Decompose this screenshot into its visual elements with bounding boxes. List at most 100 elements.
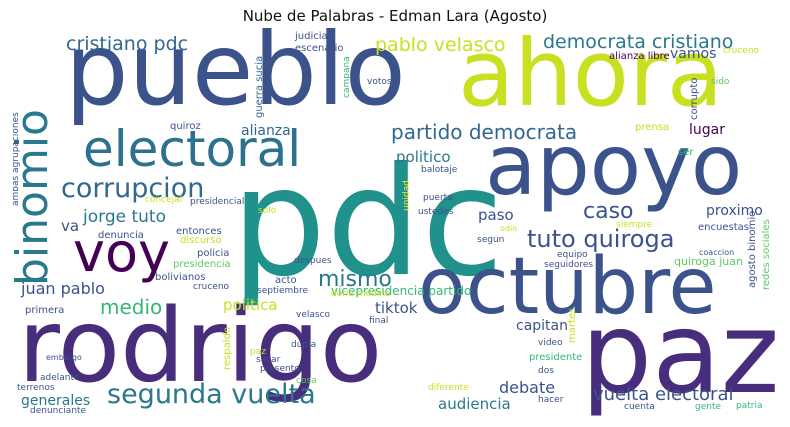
word-ir: ir xyxy=(651,272,658,282)
word-martes: martes xyxy=(567,307,578,343)
word-sido: sido xyxy=(711,77,730,87)
word-judicial: judicial xyxy=(295,31,331,42)
word-balotaje: balotaje xyxy=(421,165,458,175)
word-denunciante: denunciante xyxy=(30,406,87,416)
word-entonces: entonces xyxy=(176,226,222,237)
chart-title: Nube de Palabras - Edman Lara (Agosto) xyxy=(242,7,548,25)
word-paz: paz xyxy=(581,289,777,417)
word-generales: generales xyxy=(21,393,91,409)
word-siempre: siempre xyxy=(616,220,653,230)
word-velasco: velasco xyxy=(296,310,331,320)
word-ahora: ahora xyxy=(458,28,724,127)
word-cuenta: cuenta xyxy=(624,402,655,412)
word-dos: dos xyxy=(538,366,554,376)
word-campana: campana xyxy=(342,56,352,98)
word-politica: politica xyxy=(223,296,278,314)
word-septiembre: septiembre xyxy=(257,286,309,296)
word-coaccion: coaccion xyxy=(699,248,735,257)
word-acto: acto xyxy=(275,275,297,286)
word-paz-small: paz xyxy=(250,347,266,357)
word-votos: votos xyxy=(367,77,392,87)
word-discurso: discurso xyxy=(180,235,222,246)
word-solo: solo xyxy=(258,206,277,216)
word-juan-pablo: juan pablo xyxy=(21,279,105,298)
word-vuelta-electoral: vuelta electoral xyxy=(593,384,734,405)
word-octubre: octubre xyxy=(418,242,717,332)
word-medio: medio xyxy=(100,295,163,319)
word-corrupcion: corrupcion xyxy=(61,173,205,204)
word-segunda-vuelta: segunda vuelta xyxy=(107,379,316,410)
word-politico: politico xyxy=(396,148,451,166)
word-dupla: dupla xyxy=(291,340,317,350)
word-odio: odio xyxy=(500,224,518,233)
word-voy: voy xyxy=(73,221,170,284)
word-presidencial: presidencial xyxy=(190,197,245,207)
word-audiencia: audiencia xyxy=(438,395,511,413)
word-diferente: diferente xyxy=(428,383,469,393)
word-partido-democrata: partido democrata xyxy=(391,120,578,144)
word-encuestas: encuestas xyxy=(698,222,749,233)
word-corrupto: corrupto xyxy=(689,77,700,120)
word-tuto-quiroga: tuto quiroga xyxy=(527,225,675,253)
word-pablo-velasco: pablo velasco xyxy=(375,34,506,56)
word-jorge-tuto: jorge tuto xyxy=(83,207,166,227)
word-vamos: vamos xyxy=(670,46,717,62)
word-hacer: hacer xyxy=(538,395,564,405)
word-cosa: cosa xyxy=(296,376,317,386)
word-equipo: equipo xyxy=(557,250,588,260)
word-sacar: sacar xyxy=(256,355,281,365)
word-paso: paso xyxy=(478,206,514,224)
word-electoral: electoral xyxy=(83,120,302,178)
word-doria-medina: doria medina xyxy=(331,289,391,299)
word-redes-sociales: redes sociales xyxy=(761,219,772,290)
word-segun: segun xyxy=(477,235,505,245)
word-concejal: concejal xyxy=(145,195,183,205)
word-va: va xyxy=(61,217,80,235)
word-debate: debate xyxy=(499,378,556,397)
word-lugar: lugar xyxy=(689,122,725,138)
word-quiroz: quiroz xyxy=(170,121,201,132)
word-ambas-agrupaciones: ambas agrupaciones xyxy=(13,112,21,206)
word-unidad: unidad xyxy=(402,180,412,211)
word-ustedes: ustedes xyxy=(418,207,454,217)
word-proximo: proximo xyxy=(706,203,763,219)
word-agosto-binomio: agosto binomio xyxy=(747,210,758,288)
word-video: video xyxy=(538,338,563,348)
word-rodrigo: rodrigo xyxy=(18,287,383,406)
word-final: final xyxy=(369,316,389,326)
word-presento: presento xyxy=(260,364,300,374)
word-ser: ser xyxy=(678,147,694,158)
word-bolivianos: bolivianos xyxy=(155,272,206,283)
word-prensa: prensa xyxy=(635,122,670,133)
word-respaldo: respaldo xyxy=(222,327,233,370)
word-seguidores: seguidores xyxy=(544,260,594,270)
word-despues: despues xyxy=(294,256,332,266)
word-tiktok: tiktok xyxy=(375,299,418,317)
word-pdc: pdc xyxy=(231,136,504,310)
word-policia: policia xyxy=(197,248,230,259)
word-apoyo: apoyo xyxy=(485,116,743,214)
word-denuncia: denuncia xyxy=(98,230,144,241)
word-cristiano-pdc: cristiano pdc xyxy=(66,33,189,55)
word-primera: primera xyxy=(25,305,65,316)
word-capitan: capitan xyxy=(516,318,568,334)
word-vicepresidencia-partido: vicepresidencia partido xyxy=(331,284,472,298)
word-alianza: alianza xyxy=(241,123,291,139)
word-caso: caso xyxy=(583,199,634,224)
word-cloud: pueblo ahora apoyo pdc electoral octubre… xyxy=(13,28,777,417)
word-quiroga-juan: quiroga juan xyxy=(674,255,743,268)
word-guerra-sucia: guerra sucia xyxy=(254,55,265,118)
word-mismo: mismo xyxy=(318,267,392,292)
word-puerta: puerta xyxy=(423,193,453,203)
word-escenario: escenario xyxy=(295,43,344,54)
word-embargo: embargo xyxy=(46,353,82,362)
word-patria: patria xyxy=(736,401,763,411)
word-gente: gente xyxy=(695,402,722,412)
word-alianza-libre: alianza libre xyxy=(609,51,670,62)
word-presidencia: presidencia xyxy=(173,259,231,270)
word-terrenos: terrenos xyxy=(17,383,55,393)
word-cruceno: cruceno xyxy=(193,282,230,292)
word-presidente: presidente xyxy=(529,352,583,363)
word-democrata-cristiano: democrata cristiano xyxy=(543,31,734,53)
word-pueblo: pueblo xyxy=(65,28,406,128)
